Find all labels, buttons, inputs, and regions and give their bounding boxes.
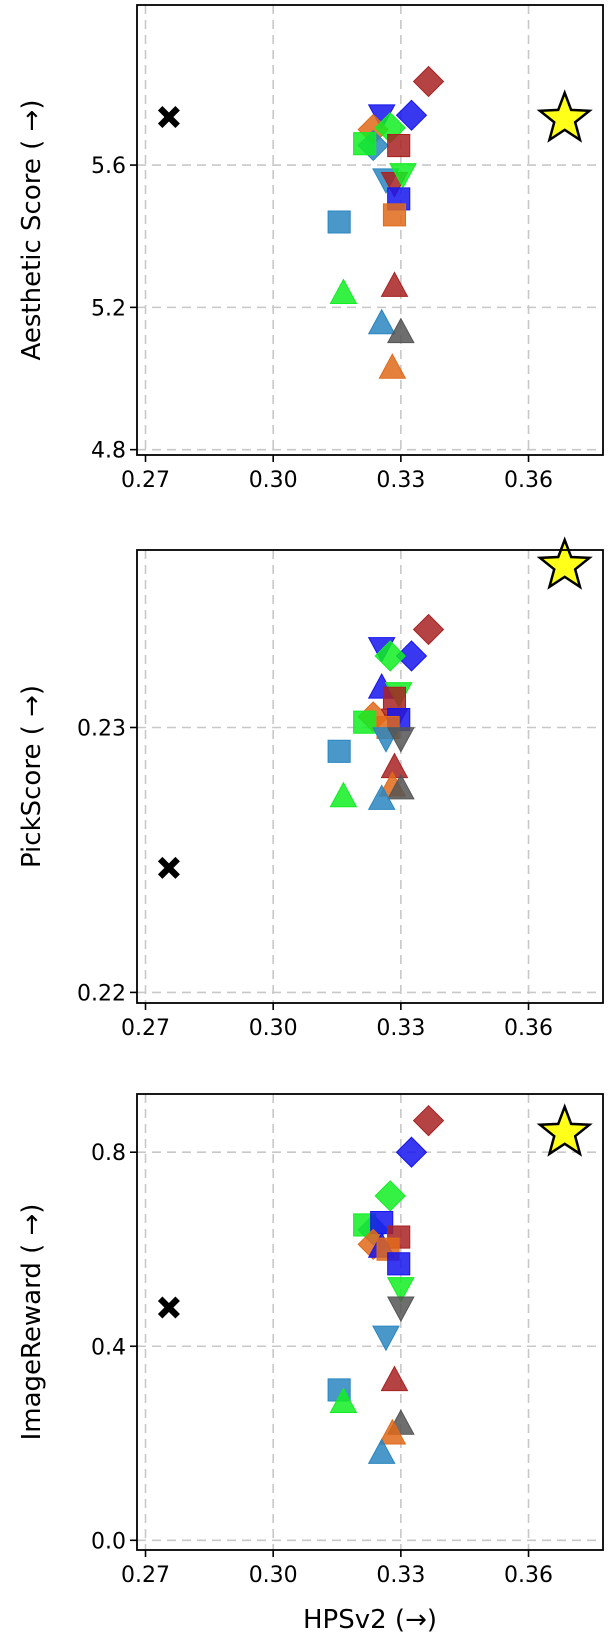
y-tick-label: 0.0 [91, 1529, 126, 1554]
data-point-square [327, 739, 351, 763]
data-point-tri_up [380, 752, 409, 779]
y-tick-label: 0.23 [77, 716, 126, 741]
data-point-star [536, 536, 593, 590]
chart-panel-3: 0.27 0.30 0.33 0.36 0.0 0.4 0.8 ImageReward ( →… [17, 1093, 604, 1635]
y-axis-label: PickScore ( →) [17, 685, 47, 868]
x-tick-label: 0.27 [121, 468, 170, 493]
x-tick-label: 0.30 [249, 1016, 298, 1041]
chart-panel-1: 0.27 0.30 0.33 0.36 4.8 5.2 5.6 Aesthetic Score… [17, 4, 604, 493]
y-tick-label: 0.8 [91, 1141, 126, 1166]
data-point-cross [157, 1296, 180, 1319]
data-point-tri_down [387, 1296, 415, 1323]
x-tick-label: 0.27 [121, 1563, 170, 1588]
x-tick-label: 0.33 [376, 1016, 425, 1041]
x-tick-label: 0.27 [121, 1016, 170, 1041]
y-tick-label: 5.6 [91, 154, 126, 179]
data-point-diamond [395, 640, 428, 672]
y-tick-label: 0.22 [77, 981, 126, 1006]
data-point-square [387, 133, 411, 158]
data-point-cross [157, 106, 180, 129]
data-point-square [387, 1252, 411, 1276]
data-point-diamond [412, 65, 445, 98]
data-point-tri_down [387, 727, 415, 753]
y-axis-label: ImageReward ( →) [17, 1204, 47, 1441]
data-point-star [536, 89, 593, 143]
data-point-tri_up [380, 271, 409, 297]
x-tick-label: 0.30 [249, 468, 298, 493]
data-point-square [353, 710, 377, 734]
data-point-tri_up [380, 1365, 409, 1392]
data-point-diamond [374, 640, 406, 672]
data-point-diamond [395, 99, 428, 131]
data-point-tri_up [367, 308, 396, 335]
x-tick-label: 0.33 [376, 1563, 425, 1588]
data-point-tri_up [329, 1387, 358, 1413]
plot-frame [136, 1093, 604, 1551]
data-point-square [382, 686, 407, 710]
data-point-square [382, 203, 407, 227]
data-point-tri_up [367, 784, 396, 810]
data-point-diamond [412, 1105, 445, 1137]
data-point-tri_down [389, 163, 417, 189]
x-tick-label: 0.33 [376, 468, 425, 493]
data-point-tri_up [329, 278, 358, 305]
y-tick-label: 0.4 [91, 1335, 126, 1360]
data-point-tri_up [387, 773, 415, 800]
data-point-square [353, 132, 377, 156]
data-point-tri_down [387, 1277, 415, 1303]
x-tick-label: 0.36 [504, 1016, 553, 1041]
x-axis-label: HPSv2 (→) [303, 1605, 437, 1635]
x-tick-label: 0.30 [249, 1563, 298, 1588]
data-point-star [536, 1103, 593, 1157]
plot-frame [136, 4, 604, 456]
data-point-tri_up [378, 353, 407, 379]
x-tick-label: 0.36 [504, 1563, 553, 1588]
data-point-tri_up [367, 1438, 396, 1464]
data-point-diamond [412, 613, 445, 646]
x-tick-label: 0.36 [504, 468, 553, 493]
plot-frame [136, 549, 604, 1004]
data-point-square [327, 210, 351, 234]
data-point-tri_down [372, 1325, 400, 1352]
y-axis-label: Aesthetic Score ( →) [17, 100, 47, 361]
data-point-cross [157, 856, 180, 879]
data-point-tri_up [378, 1418, 407, 1445]
data-point-tri_up [387, 317, 415, 344]
y-tick-label: 4.8 [91, 439, 126, 464]
data-point-diamond [374, 1180, 406, 1212]
data-point-diamond [395, 1136, 428, 1168]
y-tick-label: 5.2 [91, 296, 126, 321]
data-point-tri_up [329, 781, 358, 808]
chart-panel-2: 0.27 0.30 0.33 0.36 0.22 0.23 PickScore ( →) [17, 536, 604, 1041]
